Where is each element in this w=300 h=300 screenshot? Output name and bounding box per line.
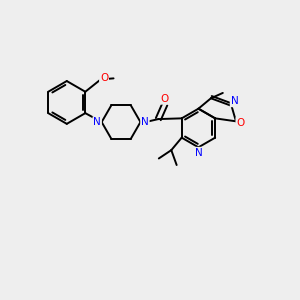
Text: O: O — [236, 118, 244, 128]
Text: N: N — [93, 117, 101, 127]
Text: N: N — [195, 148, 202, 158]
Text: N: N — [141, 117, 149, 127]
Text: O: O — [100, 74, 108, 83]
Text: N: N — [231, 96, 239, 106]
Text: O: O — [161, 94, 169, 104]
